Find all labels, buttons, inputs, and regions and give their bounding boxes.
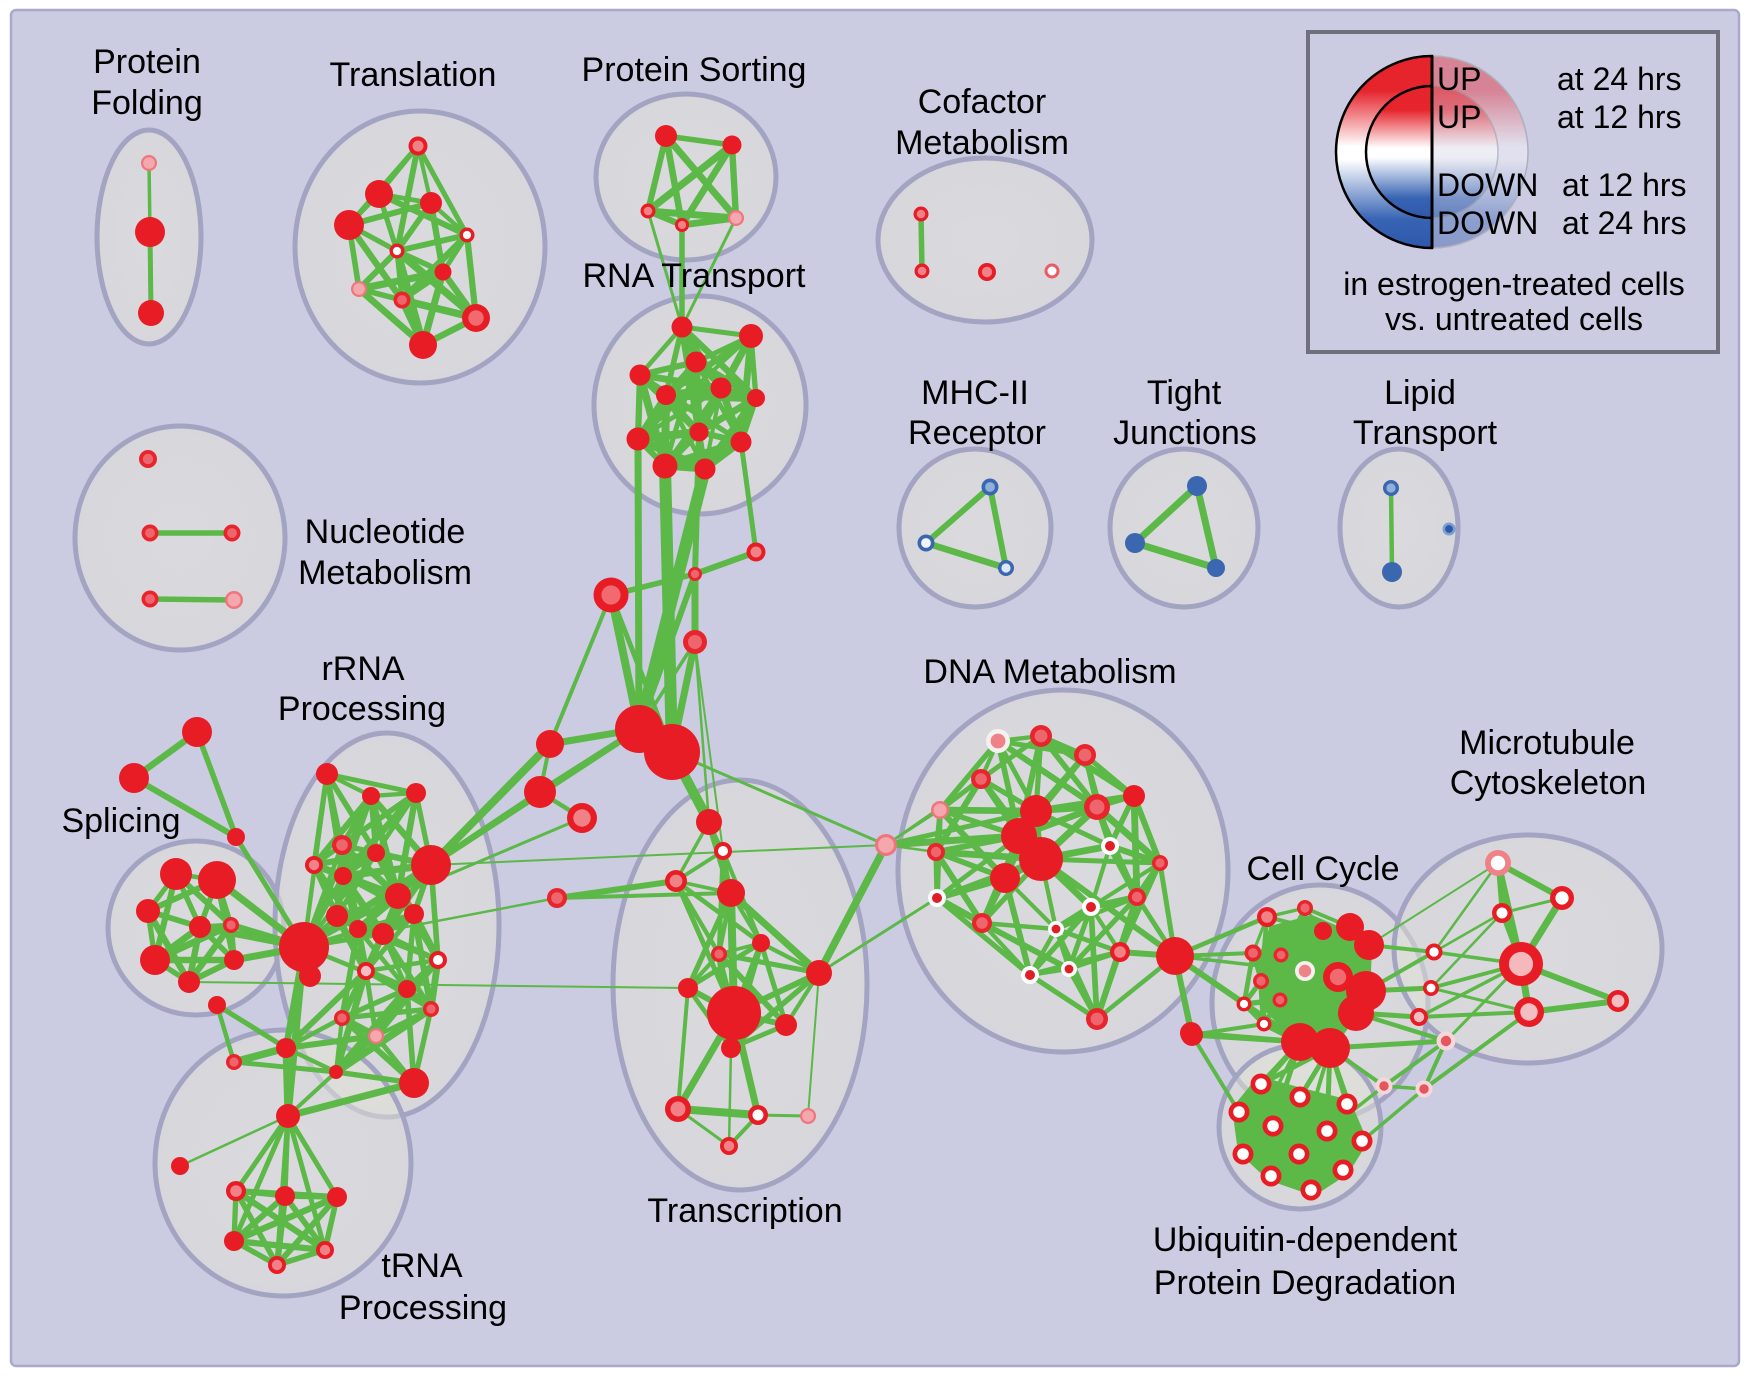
svg-text:UP: UP bbox=[1437, 61, 1481, 97]
svg-text:Transcription: Transcription bbox=[647, 1192, 842, 1230]
svg-text:DOWN: DOWN bbox=[1437, 205, 1538, 241]
svg-text:Protein Sorting: Protein Sorting bbox=[582, 51, 807, 89]
svg-text:Translation: Translation bbox=[330, 56, 497, 94]
svg-text:Processing: Processing bbox=[339, 1289, 507, 1327]
svg-text:Nucleotide: Nucleotide bbox=[305, 513, 466, 551]
svg-text:rRNA: rRNA bbox=[321, 650, 404, 688]
svg-text:in estrogen-treated cells: in estrogen-treated cells bbox=[1343, 266, 1685, 302]
svg-text:Microtubule: Microtubule bbox=[1459, 724, 1635, 762]
svg-text:Cell Cycle: Cell Cycle bbox=[1246, 850, 1399, 888]
svg-text:Processing: Processing bbox=[278, 690, 446, 728]
svg-text:Protein Degradation: Protein Degradation bbox=[1154, 1264, 1456, 1302]
svg-text:at 12 hrs: at 12 hrs bbox=[1557, 99, 1682, 135]
svg-text:DOWN: DOWN bbox=[1437, 167, 1538, 203]
svg-text:Tight: Tight bbox=[1147, 374, 1222, 412]
svg-text:Lipid: Lipid bbox=[1384, 374, 1456, 412]
svg-text:DNA Metabolism: DNA Metabolism bbox=[923, 653, 1176, 691]
svg-text:MHC-II: MHC-II bbox=[921, 374, 1029, 412]
svg-text:Transport: Transport bbox=[1353, 414, 1498, 452]
svg-text:at 24 hrs: at 24 hrs bbox=[1557, 61, 1682, 97]
svg-text:tRNA: tRNA bbox=[381, 1247, 463, 1285]
svg-text:Receptor: Receptor bbox=[908, 414, 1046, 452]
svg-text:Metabolism: Metabolism bbox=[298, 554, 472, 592]
svg-text:Metabolism: Metabolism bbox=[895, 124, 1069, 162]
svg-text:vs. untreated cells: vs. untreated cells bbox=[1385, 301, 1643, 337]
svg-text:UP: UP bbox=[1437, 99, 1481, 135]
svg-text:Cytoskeleton: Cytoskeleton bbox=[1450, 764, 1647, 802]
svg-text:Splicing: Splicing bbox=[61, 802, 180, 840]
svg-text:Ubiquitin-dependent: Ubiquitin-dependent bbox=[1153, 1221, 1458, 1259]
svg-text:RNA Transport: RNA Transport bbox=[583, 257, 807, 295]
svg-text:at 12 hrs: at 12 hrs bbox=[1562, 167, 1687, 203]
svg-text:Protein: Protein bbox=[93, 43, 201, 81]
svg-text:Folding: Folding bbox=[91, 84, 203, 122]
svg-text:Cofactor: Cofactor bbox=[918, 83, 1047, 121]
svg-text:Junctions: Junctions bbox=[1113, 414, 1257, 452]
svg-text:at 24 hrs: at 24 hrs bbox=[1562, 205, 1687, 241]
